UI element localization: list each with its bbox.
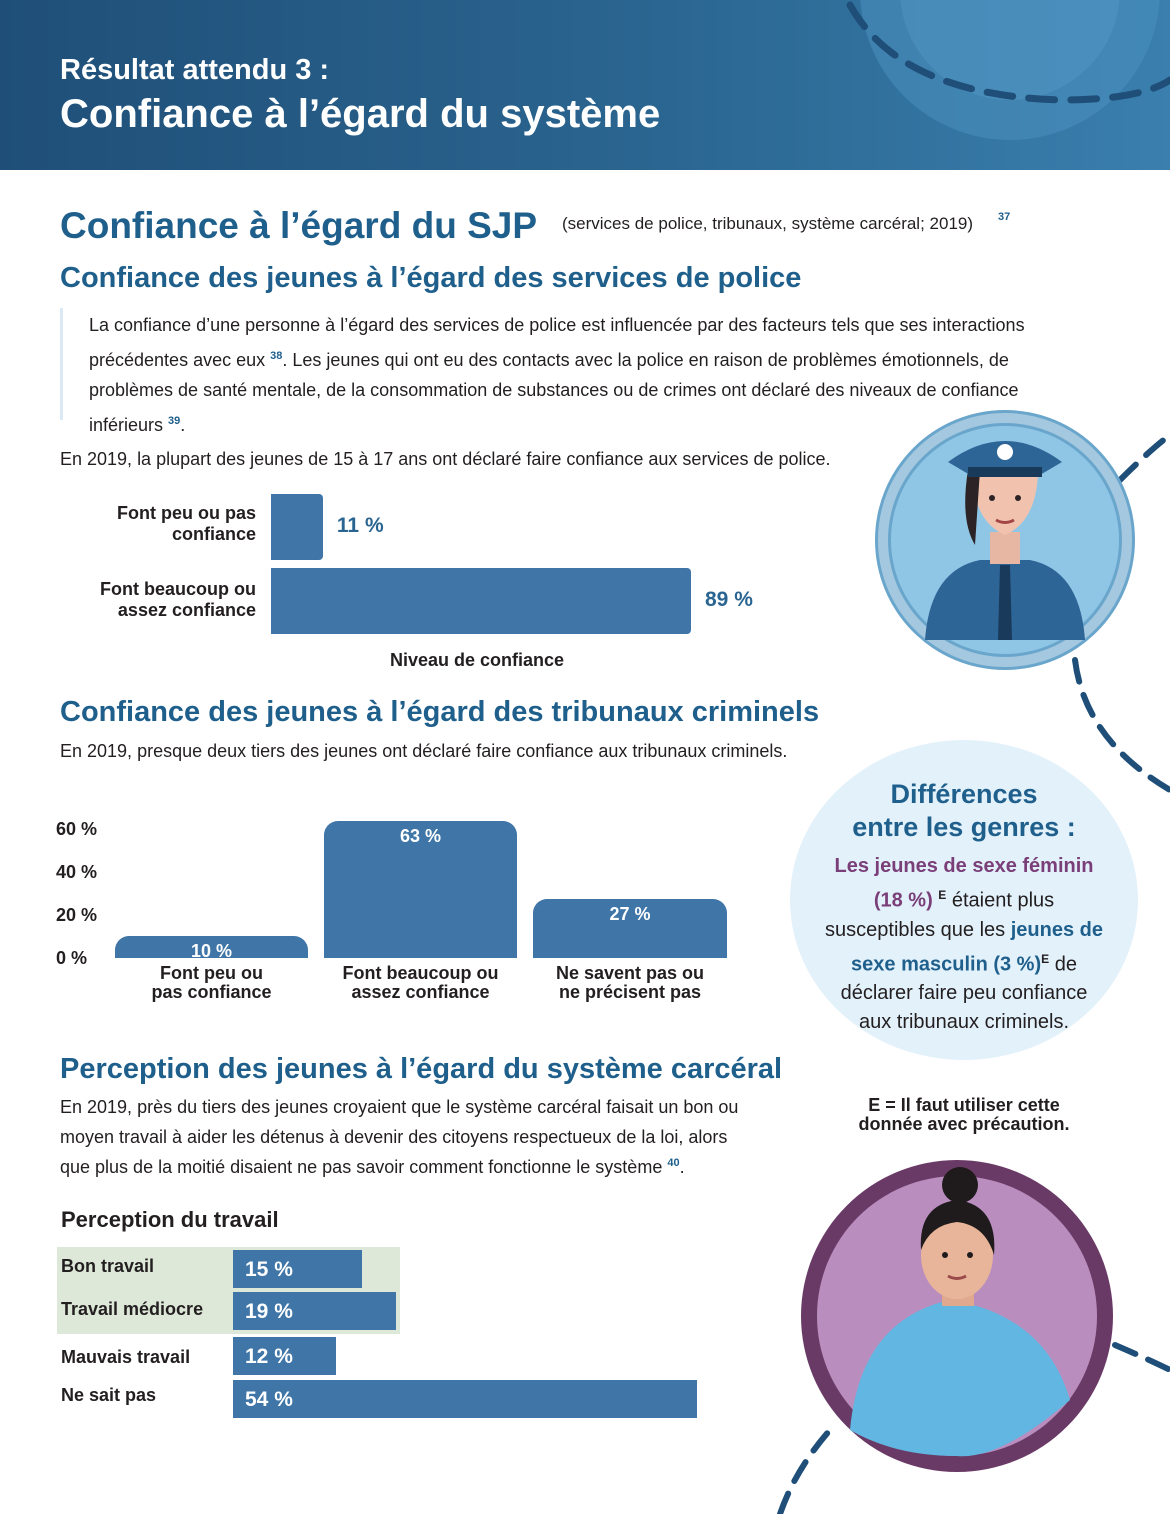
police-bar-value: 11 % (336, 514, 384, 537)
courts-bar (115, 936, 308, 958)
dashed-line-top (1117, 432, 1170, 483)
gender-masculine: jeunes de sexe masculin (3 %) (851, 918, 1103, 976)
gender-title: Différences entre les genres : (790, 778, 1138, 844)
police-bar-label-line: Font beaucoup ou (100, 579, 256, 599)
prison-bar (233, 1337, 337, 1375)
police-bar-label-line: confiance (171, 524, 256, 544)
gender-feminine-e: E (938, 888, 947, 902)
prison-bar-value: 19 % (245, 1300, 293, 1323)
dashed-line-right (1112, 1342, 1170, 1373)
prison-intro-line2: moyen travail à aider les détenus à deve… (60, 1127, 728, 1147)
prison-intro-line1: En 2019, près du tiers des jeunes croyai… (60, 1097, 739, 1117)
prison-intro-line3-text: que plus de la moitié disaient ne pas sa… (60, 1157, 663, 1177)
courts-bar-value: 63 % (399, 826, 442, 846)
courts-bar-category: Ne savent pas ou ne précisent pas (523, 964, 737, 1002)
quote-text-2: . Les jeunes qui ont eu des contacts ave… (89, 349, 1019, 435)
courts-bar-category-line: assez confiance (351, 982, 490, 1002)
prison-bar-value: 54 % (245, 1388, 293, 1411)
prison-bar-label: Mauvais travail (61, 1347, 191, 1367)
police-chart-axis-title: Niveau de confiance (390, 650, 565, 670)
dashed-line-bottom (777, 1427, 833, 1514)
police-bar-label-line: Font peu ou pas (117, 503, 256, 523)
youth-illustration (801, 1160, 1113, 1472)
courts-y-tick: 40 % (56, 862, 98, 882)
gender-title-line2: entre les genres : (852, 812, 1076, 842)
police-heading: Confiance des jeunes à l’égard des servi… (60, 262, 802, 294)
prison-bar (233, 1380, 697, 1418)
courts-bar (533, 899, 727, 958)
police-bar-label: Font beaucoup ou assez confiance (60, 579, 256, 621)
gender-bubble (790, 740, 1138, 1060)
police-officer-illustration (875, 410, 1135, 670)
banner-decoration (846, 0, 1170, 140)
courts-bar (324, 821, 517, 958)
prison-intro-end: . (679, 1157, 685, 1177)
courts-bar-category: Font peu ou pas confiance (105, 964, 318, 1002)
section-title: Confiance à l’égard du SJP (60, 205, 538, 246)
courts-bar-category-line: Font beaucoup ou (342, 963, 499, 983)
footnote-ref-40: 40 (667, 1157, 680, 1169)
courts-heading: Confiance des jeunes à l’égard des tribu… (60, 696, 820, 728)
prison-bar-value: 15 % (245, 1258, 293, 1281)
courts-bar-category-line: pas confiance (151, 982, 272, 1002)
section-footnote-ref: 37 (998, 211, 1011, 223)
courts-bar-category-line: Font peu ou (160, 963, 263, 983)
gender-text: Les jeunes de sexe féminin (18 %) E étai… (822, 852, 1106, 1037)
footnote-ref-39: 39 (168, 414, 181, 427)
prison-bar (233, 1292, 397, 1330)
quote-bar (60, 308, 63, 420)
prison-bar-label: Travail médiocre (61, 1299, 204, 1319)
courts-bar-category-line: Ne savent pas ou (555, 963, 705, 983)
courts-y-tick: 60 % (56, 819, 98, 839)
police-bar (271, 568, 691, 634)
gender-mid: étaient plus susceptibles que les (825, 889, 1055, 941)
courts-y-tick: 0 % (56, 948, 88, 968)
police-bar-value: 89 % (705, 588, 753, 611)
gender-feminine: Les jeunes de sexe féminin (18 %) (834, 855, 1094, 912)
header-kicker: Résultat attendu 3 : (60, 54, 330, 86)
police-bar (271, 494, 323, 560)
police-intro: En 2019, la plupart des jeunes de 15 à 1… (60, 449, 831, 469)
prison-bar-value: 12 % (245, 1345, 293, 1368)
section-note: (services de police, tribunaux, système … (562, 214, 974, 233)
quote-text-3: . (180, 414, 186, 435)
prison-heading: Perception des jeunes à l’égard du systè… (60, 1053, 783, 1085)
quote-text-1: La confiance d’une personne à l’égard de… (89, 315, 1025, 370)
courts-bar-value: 10 % (190, 941, 233, 962)
prison-bar-label: Bon travail (61, 1256, 155, 1276)
courts-y-tick: 20 % (56, 905, 98, 925)
dashed-line-middle (1072, 657, 1170, 793)
courts-bar-value: 27 % (609, 904, 651, 925)
header-title: Confiance à l’égard du système (60, 92, 661, 136)
courts-bar-category: Font beaucoup ou assez confiance (314, 964, 527, 1002)
courts-intro: En 2019, presque deux tiers des jeunes o… (60, 741, 788, 761)
police-bar-label: Font peu ou pas confiance (60, 503, 256, 545)
prison-intro-line3: que plus de la moitié disaient ne pas sa… (60, 1157, 685, 1178)
header-banner: Résultat attendu 3 : Confiance à l’égard… (0, 0, 1170, 170)
gender-end: de déclarer faire peu confiance aux trib… (840, 953, 1088, 1034)
police-quote: La confiance d’une personne à l’égard de… (89, 310, 1069, 440)
prison-bar-label: Ne sait pas (61, 1385, 157, 1405)
e-note: E = Il faut utiliser cette donnée avec p… (858, 1095, 1070, 1134)
prison-bar (233, 1250, 362, 1288)
gender-masculine-e: E (1041, 951, 1050, 966)
courts-bar-category-line: ne précisent pas (558, 982, 702, 1002)
gender-title-line1: Différences (890, 779, 1038, 809)
footnote-ref-38: 38 (270, 349, 283, 362)
police-bar-label-line: assez confiance (117, 600, 256, 620)
prison-chart-title: Perception du travail (61, 1207, 279, 1232)
